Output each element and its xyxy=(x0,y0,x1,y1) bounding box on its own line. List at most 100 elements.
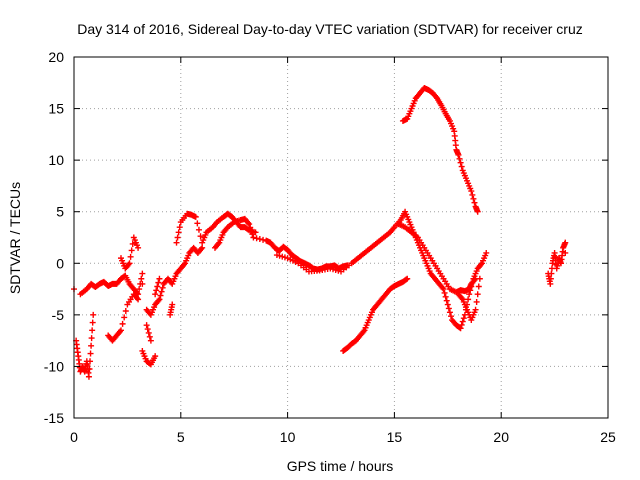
data-point-fill xyxy=(116,328,123,335)
data-point xyxy=(147,337,154,344)
data-point xyxy=(455,151,462,158)
data-point xyxy=(135,296,142,303)
data-point-fill xyxy=(247,224,254,231)
data-point-fill xyxy=(403,276,410,283)
data-point xyxy=(90,311,97,318)
data-point-fill xyxy=(460,315,467,322)
data-point-fill xyxy=(153,287,160,294)
data-point-fill xyxy=(136,286,143,293)
data-point-fill xyxy=(248,227,255,234)
data-point xyxy=(474,208,481,215)
data-point-fill xyxy=(473,298,480,305)
data-points xyxy=(71,84,569,380)
x-tick-label: 25 xyxy=(600,429,616,445)
data-point xyxy=(139,270,146,277)
plot-frame xyxy=(73,56,609,419)
data-point xyxy=(156,275,163,282)
x-tick-label: 20 xyxy=(493,429,509,445)
data-point-fill xyxy=(134,295,141,302)
data-point-fill xyxy=(548,270,555,277)
data-point-fill xyxy=(89,319,96,326)
data-point xyxy=(468,188,475,195)
data-point xyxy=(199,244,206,251)
data-point-fill xyxy=(144,326,151,333)
data-point-fill xyxy=(158,288,165,295)
data-point-fill xyxy=(122,307,129,314)
data-point xyxy=(250,234,257,241)
y-tick-label: -10 xyxy=(44,358,64,374)
data-point xyxy=(139,280,146,287)
data-point-fill xyxy=(195,226,202,233)
x-axis-ticks: 0 5 10 15 20 25 xyxy=(70,57,616,445)
data-point-fill xyxy=(138,275,145,282)
data-point-fill xyxy=(154,283,161,290)
data-point-fill xyxy=(155,279,162,286)
data-point xyxy=(152,353,159,360)
y-tick-label: 0 xyxy=(56,255,64,271)
data-point xyxy=(472,306,479,313)
data-point xyxy=(135,244,142,251)
data-point-fill xyxy=(465,296,472,303)
data-point xyxy=(117,327,124,334)
data-point xyxy=(476,275,483,282)
data-point-fill xyxy=(475,283,482,290)
data-point-fill xyxy=(446,309,453,316)
data-point xyxy=(152,291,159,298)
data-point-fill xyxy=(471,277,478,284)
data-point xyxy=(440,286,447,293)
data-point-fill xyxy=(155,297,162,304)
x-tick-label: 0 xyxy=(70,429,78,445)
data-point xyxy=(444,301,451,308)
data-point-fill xyxy=(87,350,94,357)
data-point-fill xyxy=(197,233,204,240)
data-point-fill xyxy=(88,335,95,342)
data-point xyxy=(126,260,133,267)
data-point-fill xyxy=(390,225,397,232)
data-point-fill xyxy=(127,253,134,260)
y-axis-ticks: -15 -10 -5 0 5 10 15 20 xyxy=(44,49,608,426)
y-tick-label: 15 xyxy=(48,101,64,117)
data-point-fill xyxy=(87,358,94,365)
data-point xyxy=(173,239,180,246)
x-tick-label: 10 xyxy=(280,429,296,445)
data-point xyxy=(156,296,163,303)
data-point-fill xyxy=(459,318,466,325)
data-point-fill xyxy=(439,284,446,291)
data-point-fill xyxy=(256,236,263,243)
data-point-fill xyxy=(86,366,93,373)
data-point xyxy=(246,221,253,228)
data-point-fill xyxy=(474,291,481,298)
data-point-fill xyxy=(176,224,183,231)
data-point-fill xyxy=(89,327,96,334)
data-point-fill xyxy=(245,219,252,226)
data-point-fill xyxy=(174,234,181,241)
x-tick-label: 5 xyxy=(177,429,185,445)
data-point-fill xyxy=(145,329,152,336)
data-point-fill xyxy=(249,231,256,238)
data-point-fill xyxy=(253,235,260,242)
data-point xyxy=(483,249,490,256)
data-point-fill xyxy=(433,93,440,100)
data-point-fill xyxy=(442,293,449,300)
data-point-fill xyxy=(175,229,182,236)
data-point xyxy=(85,373,92,380)
data-point-fill xyxy=(441,289,448,296)
data-point-fill xyxy=(457,159,464,166)
data-point xyxy=(143,322,150,329)
x-tick-label: 15 xyxy=(387,429,403,445)
data-point-fill xyxy=(159,284,166,291)
data-point-fill xyxy=(128,247,135,254)
data-point xyxy=(169,301,176,308)
data-point-fill xyxy=(121,314,128,321)
data-point-fill xyxy=(477,261,484,268)
data-point xyxy=(562,249,569,256)
y-tick-label: 5 xyxy=(56,204,64,220)
data-point-fill xyxy=(181,261,188,268)
data-point-fill xyxy=(129,240,136,247)
data-point xyxy=(252,229,259,236)
data-point xyxy=(547,280,554,287)
y-tick-label: 10 xyxy=(48,152,64,168)
data-point-fill xyxy=(445,305,452,312)
